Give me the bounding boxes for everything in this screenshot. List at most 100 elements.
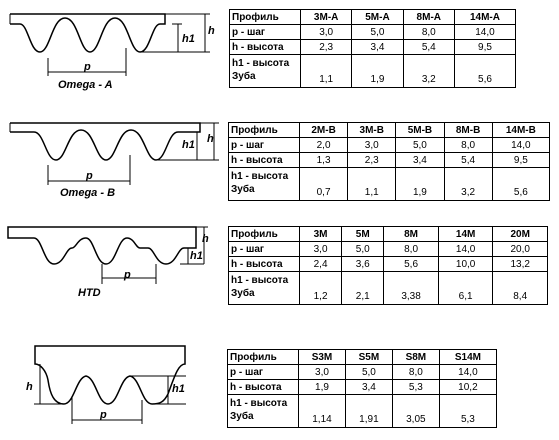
profile-label: Профиль [228,226,300,242]
h-label: h [207,133,214,145]
profile-cell: 5M-B [395,122,445,138]
pitch-cell: 3,0 [347,137,397,153]
pitch-cell: 8,0 [402,24,455,40]
pitch-label: p [83,61,91,73]
height-cell: 3,4 [344,379,393,395]
profile-cell: 2M-B [298,122,349,138]
tooth-cell: 0,7 [298,167,349,201]
height-cell: 5,6 [383,256,439,272]
pitch-cell: 14,0 [491,137,551,153]
tooth-label: h1 - высота Зуба [228,167,300,201]
tooth-cell: 1,1 [299,54,353,88]
pitch-cell: 3,0 [298,241,343,257]
profile-cell: 8M-B [443,122,493,138]
pitch-row: р - шаг 2,0 3,0 5,0 8,0 14,0 [228,137,551,153]
pitch-cell: 8,0 [443,137,493,153]
pitch-cell: 5,0 [351,24,404,40]
omega-b-diagram: p h1 h [0,115,225,210]
tooth-label: h1 - высота Зуба [227,394,299,428]
tooth-row: h1 - высота Зуба 1,1 1,9 3,2 5,6 [229,54,517,88]
pitch-label: p [85,170,93,182]
profile-cell: 5M [341,226,385,242]
tooth-cell: 1,14 [298,394,346,428]
tooth-cell: 3,2 [443,167,493,201]
htd-table: Профиль 3M 5M 8M 14M 20M р - шаг 3,0 5,0… [228,226,548,305]
h-label: h [202,233,209,245]
profile-cell: 20M [492,226,548,242]
tooth-row: h1 - высота Зуба 0,7 1,1 1,9 3,2 5,6 [228,167,551,201]
pitch-cell: 5,0 [341,241,385,257]
header-row: Профиль 3M-A 5M-A 8M-A 14M-A [229,9,517,25]
height-cell: 5,3 [391,379,440,395]
height-cell: 1,3 [298,152,349,168]
omega-a-caption: Omega - A [58,79,113,91]
height-row: h - высота 1,9 3,4 5,3 10,2 [227,379,498,395]
h-label: h [26,381,33,393]
profile-label: Профиль [228,122,300,138]
tooth-cell: 2,1 [341,271,385,305]
tooth-cell: 8,4 [492,271,548,305]
tooth-cell: 5,6 [491,167,551,201]
tooth-cell: 1,1 [347,167,397,201]
pitch-cell: 14,0 [437,241,494,257]
height-cell: 2,3 [299,39,353,55]
height-label: h - высота [228,152,300,168]
header-row: Профиль 2M-B 3M-B 5M-B 8M-B 14M-B [228,122,551,138]
profile-label: Профиль [227,349,299,365]
pitch-cell: 2,0 [298,137,349,153]
tooth-row: h1 - высота Зуба 1,2 2,1 3,38 6,1 8,4 [228,271,548,305]
tooth-row: h1 - высота Зуба 1,14 1,91 3,05 5,3 [227,394,498,428]
height-cell: 5,4 [402,39,455,55]
omega-b-table: Профиль 2M-B 3M-B 5M-B 8M-B 14M-B р - ша… [228,122,551,201]
pitch-label: p [99,409,107,421]
h1-label: h1 [172,383,185,395]
h-label: h [208,25,215,37]
htd-caption: HTD [78,287,101,299]
height-row: h - высота 2,4 3,6 5,6 10,0 13,2 [228,256,548,272]
height-row: h - высота 2,3 3,4 5,4 9,5 [229,39,517,55]
height-cell: 10,0 [437,256,494,272]
profile-label: Профиль [229,9,301,25]
s-type-diagram: p h h1 [0,340,225,440]
tooth-cell: 1,9 [351,54,404,88]
pitch-cell: 8,0 [383,241,439,257]
profile-cell: S14M [438,349,498,365]
tooth-cell: 3,2 [402,54,455,88]
omega-a-diagram: p h1 h [0,0,225,95]
profile-cell: 14M [437,226,494,242]
height-label: h - высота [229,39,301,55]
height-cell: 5,4 [443,152,493,168]
omega-b-caption: Omega - B [60,187,116,199]
height-cell: 9,5 [491,152,551,168]
h1-label: h1 [190,250,203,262]
profile-cell: 3M [298,226,343,242]
pitch-cell: 8,0 [391,364,440,380]
pitch-label: р - шаг [227,364,299,380]
height-cell: 2,3 [347,152,397,168]
h1-label: h1 [182,33,195,45]
pitch-cell: 5,0 [395,137,445,153]
profile-cell: 3M-A [299,9,353,25]
tooth-cell: 5,6 [453,54,517,88]
pitch-cell: 5,0 [344,364,393,380]
height-cell: 2,4 [298,256,343,272]
height-cell: 1,9 [298,379,346,395]
height-cell: 3,6 [341,256,385,272]
height-cell: 10,2 [438,379,498,395]
profile-cell: S5M [344,349,393,365]
height-label: h - высота [227,379,299,395]
h1-label: h1 [182,139,195,151]
pitch-label: р - шаг [229,24,301,40]
tooth-cell: 1,2 [298,271,343,305]
s-type-table: Профиль S3M S5M S8M S14M р - шаг 3,0 5,0… [227,349,498,428]
height-cell: 9,5 [453,39,517,55]
pitch-row: р - шаг 3,0 5,0 8,0 14,0 [229,24,517,40]
tooth-cell: 5,3 [438,394,498,428]
pitch-label: р - шаг [228,137,300,153]
tooth-cell: 6,1 [437,271,494,305]
height-row: h - высота 1,3 2,3 3,4 5,4 9,5 [228,152,551,168]
profile-cell: 8M [383,226,439,242]
profile-cell: 14M-B [491,122,551,138]
pitch-label: р - шаг [228,241,300,257]
pitch-cell: 14,0 [438,364,498,380]
